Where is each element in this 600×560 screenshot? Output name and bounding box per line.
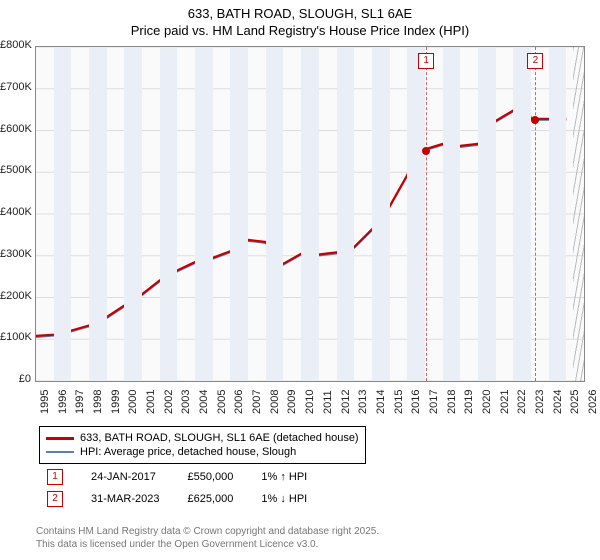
x-tick-label: 1999 [110, 390, 122, 414]
y-tick-label: £500K [0, 164, 31, 176]
x-tick-label: 2020 [481, 390, 493, 414]
x-tick-label: 1997 [74, 390, 86, 414]
marker-flag: 2 [527, 53, 543, 69]
marker-table: 1 24-JAN-2017£550,0001% ↑ HPI 2 31-MAR-2023… [33, 466, 321, 510]
marker-vline [535, 47, 536, 381]
legend-label: 633, BATH ROAD, SLOUGH, SL1 6AE (detache… [80, 432, 359, 444]
year-band [301, 47, 319, 381]
legend-item: 633, BATH ROAD, SLOUGH, SL1 6AE (detache… [46, 431, 359, 445]
x-tick-label: 2017 [428, 390, 440, 414]
y-tick-label: £300K [0, 248, 31, 260]
x-tick-label: 2008 [269, 390, 281, 414]
year-band [443, 47, 461, 381]
year-band [124, 47, 142, 381]
marker-date: 24-JAN-2017 [77, 466, 173, 488]
x-tick-label: 1995 [39, 390, 51, 414]
x-tick-label: 2026 [587, 390, 599, 414]
x-tick-label: 2021 [499, 390, 511, 414]
marker-number-box: 1 [47, 469, 63, 485]
x-tick-label: 2005 [216, 390, 228, 414]
year-band [478, 47, 496, 381]
year-band [89, 47, 107, 381]
y-tick-label: £0 [0, 373, 31, 385]
x-tick-label: 1998 [92, 390, 104, 414]
x-tick-label: 2015 [393, 390, 405, 414]
marker-vline [426, 47, 427, 381]
x-tick-label: 2004 [198, 390, 210, 414]
year-band [266, 47, 284, 381]
x-tick-label: 2007 [251, 390, 263, 414]
x-tick-label: 2001 [145, 390, 157, 414]
x-tick-label: 1996 [57, 390, 69, 414]
x-tick-label: 2018 [446, 390, 458, 414]
legend-item: HPI: Average price, detached house, Slou… [46, 445, 359, 459]
x-tick-label: 2025 [569, 390, 581, 414]
year-band [513, 47, 531, 381]
x-tick-label: 2023 [534, 390, 546, 414]
chart-title-line2: Price paid vs. HM Land Registry's House … [0, 23, 600, 38]
marker-dot [422, 147, 430, 155]
chart-plot-area: 12 [35, 46, 585, 382]
year-band [407, 47, 425, 381]
legend-label: HPI: Average price, detached house, Slou… [80, 446, 296, 458]
x-tick-label: 2016 [410, 390, 422, 414]
marker-delta: 1% ↓ HPI [247, 488, 321, 510]
year-band [230, 47, 248, 381]
marker-dot [531, 116, 539, 124]
y-tick-label: £800K [0, 39, 31, 51]
x-tick-label: 2024 [552, 390, 564, 414]
year-band [160, 47, 178, 381]
legend-box: 633, BATH ROAD, SLOUGH, SL1 6AE (detache… [39, 426, 366, 464]
year-band [337, 47, 355, 381]
year-band [372, 47, 390, 381]
y-tick-label: £200K [0, 290, 31, 302]
marker-flag: 1 [418, 53, 434, 69]
x-tick-label: 2002 [163, 390, 175, 414]
year-band [54, 47, 72, 381]
year-band [549, 47, 567, 381]
y-tick-label: £700K [0, 81, 31, 93]
marker-delta: 1% ↑ HPI [247, 466, 321, 488]
legend-swatch [46, 451, 74, 453]
legend-swatch [46, 437, 74, 440]
y-tick-label: £400K [0, 206, 31, 218]
chart-title-line1: 633, BATH ROAD, SLOUGH, SL1 6AE [0, 0, 600, 23]
y-tick-label: £600K [0, 123, 31, 135]
footer-line2: This data is licensed under the Open Gov… [36, 538, 379, 551]
x-tick-label: 2019 [463, 390, 475, 414]
x-tick-label: 2014 [375, 390, 387, 414]
x-tick-label: 2000 [127, 390, 139, 414]
x-tick-label: 2011 [322, 390, 334, 414]
marker-number-box: 2 [47, 491, 63, 507]
x-tick-label: 2013 [357, 390, 369, 414]
future-hatch [573, 47, 584, 381]
footer-line1: Contains HM Land Registry data © Crown c… [36, 525, 379, 538]
marker-row: 1 24-JAN-2017£550,0001% ↑ HPI [33, 466, 321, 488]
x-tick-label: 2003 [180, 390, 192, 414]
y-tick-label: £100K [0, 331, 31, 343]
x-tick-label: 2010 [304, 390, 316, 414]
marker-price: £550,000 [173, 466, 247, 488]
x-tick-label: 2022 [516, 390, 528, 414]
x-tick-label: 2012 [340, 390, 352, 414]
footer-attribution: Contains HM Land Registry data © Crown c… [36, 525, 379, 551]
marker-price: £625,000 [173, 488, 247, 510]
x-tick-label: 2006 [233, 390, 245, 414]
x-tick-label: 2009 [286, 390, 298, 414]
marker-row: 2 31-MAR-2023£625,0001% ↓ HPI [33, 488, 321, 510]
marker-date: 31-MAR-2023 [77, 488, 173, 510]
year-band [195, 47, 213, 381]
